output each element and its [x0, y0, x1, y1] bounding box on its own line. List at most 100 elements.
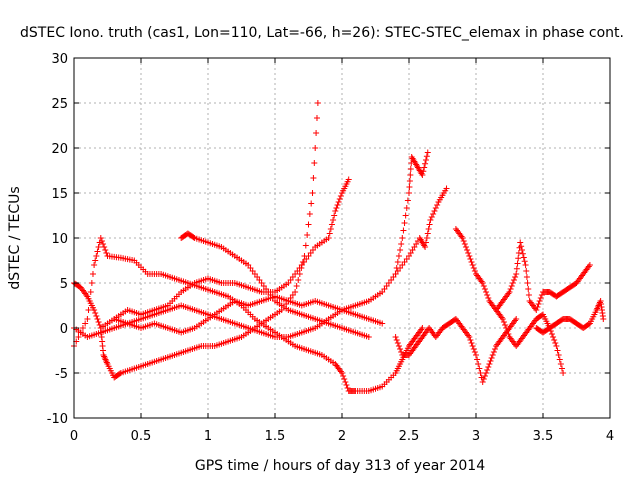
data-point: [335, 199, 342, 205]
data-point: [503, 325, 510, 331]
data-point: [500, 319, 507, 325]
data-point: [504, 328, 511, 334]
data-point: [534, 304, 541, 310]
data-point: [305, 221, 312, 228]
data-point: [401, 220, 408, 226]
data-point: [467, 337, 474, 343]
data-point: [332, 208, 339, 214]
data-point: [101, 244, 108, 250]
data-point: [479, 379, 486, 385]
data-point: [116, 370, 123, 377]
data-point: [395, 253, 402, 259]
data-point: [424, 230, 431, 237]
data-point: [509, 280, 516, 286]
data-point: [397, 346, 404, 352]
x-tick-label: 2: [338, 429, 346, 444]
data-point: [340, 373, 347, 379]
data-point: [88, 280, 95, 286]
series-s10: [533, 298, 607, 336]
data-point: [343, 382, 350, 388]
data-point: [91, 262, 98, 268]
data-point: [471, 349, 478, 355]
data-point: [485, 364, 492, 370]
data-point: [334, 202, 341, 208]
data-point: [513, 265, 520, 272]
data-point: [97, 235, 104, 241]
x-tick-label: 2.5: [399, 429, 420, 444]
data-series: [71, 100, 607, 394]
data-point: [523, 268, 530, 274]
data-point: [91, 307, 98, 313]
data-point: [518, 243, 525, 250]
series-s2: [71, 235, 426, 394]
data-point: [479, 280, 486, 286]
data-point: [430, 211, 437, 217]
series-s9: [493, 239, 593, 313]
data-point: [394, 340, 401, 346]
x-tick-label: 3: [472, 429, 480, 444]
data-point: [586, 262, 593, 268]
data-point: [506, 289, 513, 295]
data-point: [310, 175, 317, 181]
data-point: [313, 115, 320, 121]
series-s6: [392, 316, 520, 385]
data-point: [512, 274, 519, 280]
data-point: [484, 292, 491, 298]
data-point: [550, 334, 557, 340]
data-point: [525, 286, 532, 292]
data-point: [345, 176, 352, 183]
data-point: [309, 190, 316, 196]
data-point: [336, 196, 343, 202]
data-point: [314, 100, 321, 106]
data-point: [474, 356, 481, 363]
data-point: [600, 316, 607, 322]
y-tick-label: 10: [51, 232, 68, 247]
data-point: [473, 352, 479, 358]
data-point: [499, 316, 506, 322]
data-point: [404, 197, 411, 204]
data-point: [536, 298, 543, 304]
y-tick-label: 0: [60, 322, 68, 337]
data-point: [394, 259, 401, 265]
data-point: [523, 274, 530, 280]
data-point: [422, 244, 429, 250]
data-point: [558, 365, 565, 372]
data-point: [537, 295, 544, 301]
data-point: [491, 346, 498, 352]
data-point: [79, 325, 86, 331]
data-point: [406, 184, 413, 190]
data-point: [86, 298, 93, 304]
data-point: [427, 217, 434, 223]
data-point: [428, 214, 435, 220]
data-point: [486, 361, 493, 367]
data-point: [75, 334, 82, 340]
data-point: [87, 289, 94, 295]
series-s5: [111, 176, 352, 322]
series-s3: [71, 185, 450, 340]
data-point: [92, 310, 99, 316]
data-point: [337, 193, 344, 199]
data-point: [98, 238, 105, 244]
data-point: [313, 130, 320, 136]
data-point: [102, 247, 109, 253]
data-point: [519, 250, 526, 257]
data-point: [341, 376, 348, 382]
data-point: [423, 235, 430, 241]
data-point: [552, 340, 559, 346]
data-point: [89, 271, 96, 277]
data-point: [471, 268, 478, 274]
data-point: [407, 166, 414, 172]
x-tick-label: 3.5: [533, 429, 554, 444]
data-point: [365, 334, 372, 340]
data-point: [392, 334, 399, 340]
axis-ticks: 0 0.5 1 1.5 2 2.5 3 3.5 4 -10 -5 0 5 10 15 20 25 30: [47, 52, 614, 444]
data-point: [467, 256, 474, 262]
data-point: [96, 322, 103, 328]
data-point: [422, 239, 429, 246]
data-point: [459, 235, 466, 241]
data-point: [328, 221, 335, 228]
data-point: [481, 286, 488, 292]
chart-title: dSTEC Iono. truth (cas1, Lon=110, Lat=-6…: [20, 25, 624, 41]
data-point: [502, 322, 509, 328]
